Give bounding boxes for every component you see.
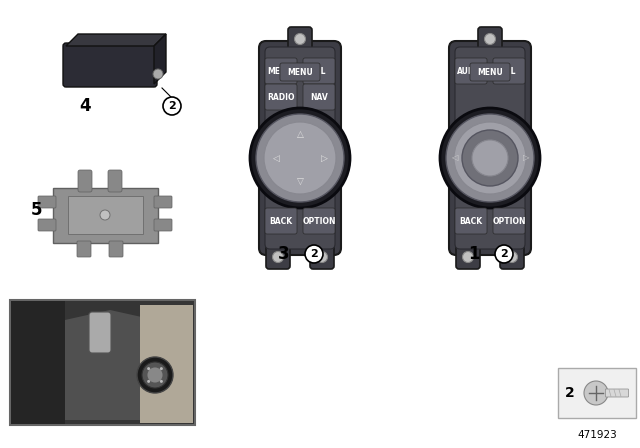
FancyBboxPatch shape [10,300,195,425]
Circle shape [100,210,110,220]
FancyBboxPatch shape [266,245,290,269]
FancyBboxPatch shape [303,58,335,84]
Circle shape [446,114,534,202]
Circle shape [256,114,344,202]
Circle shape [163,97,181,115]
Text: △: △ [296,129,303,138]
FancyBboxPatch shape [456,245,480,269]
FancyBboxPatch shape [493,58,525,84]
Text: 3: 3 [278,245,290,263]
Text: MEDIA: MEDIA [267,66,295,76]
Circle shape [305,245,323,263]
FancyBboxPatch shape [265,47,335,249]
FancyBboxPatch shape [265,208,297,234]
Text: ◁: ◁ [451,154,457,163]
Circle shape [472,140,508,176]
Text: 2: 2 [310,249,318,259]
Circle shape [484,34,495,44]
FancyBboxPatch shape [259,41,341,255]
Circle shape [142,362,168,388]
FancyBboxPatch shape [68,196,143,234]
FancyBboxPatch shape [38,196,56,208]
FancyBboxPatch shape [11,301,194,424]
Circle shape [273,251,284,263]
FancyBboxPatch shape [470,63,510,81]
FancyBboxPatch shape [449,41,531,255]
Polygon shape [66,34,166,46]
FancyBboxPatch shape [265,58,297,84]
FancyBboxPatch shape [108,170,122,192]
Polygon shape [11,301,65,424]
Text: NAV: NAV [310,92,328,102]
Polygon shape [154,34,166,84]
Text: MENU: MENU [287,68,313,77]
FancyBboxPatch shape [265,84,297,110]
Text: OPTION: OPTION [492,216,525,225]
Circle shape [454,122,526,194]
FancyBboxPatch shape [53,188,158,243]
FancyBboxPatch shape [77,241,91,257]
Text: 471923: 471923 [577,430,617,440]
Circle shape [160,380,163,383]
Text: ▽: ▽ [296,177,303,186]
Text: OPTION: OPTION [302,216,336,225]
Text: ◁: ◁ [273,154,280,163]
Circle shape [495,245,513,263]
FancyBboxPatch shape [89,312,111,353]
Circle shape [147,380,150,383]
Circle shape [462,130,518,186]
Circle shape [147,367,163,383]
Circle shape [160,367,163,370]
FancyBboxPatch shape [109,241,123,257]
Circle shape [137,357,173,393]
Text: MENU: MENU [477,68,503,77]
FancyBboxPatch shape [493,208,525,234]
FancyBboxPatch shape [455,208,487,234]
Polygon shape [140,305,193,423]
Circle shape [584,381,608,405]
FancyBboxPatch shape [280,63,320,81]
Circle shape [317,251,328,263]
Circle shape [264,122,336,194]
FancyBboxPatch shape [303,84,335,110]
Text: TEL: TEL [311,66,327,76]
Text: 2: 2 [500,249,508,259]
Circle shape [153,69,163,79]
Text: BACK: BACK [269,216,292,225]
FancyBboxPatch shape [558,368,636,418]
FancyBboxPatch shape [63,43,157,87]
FancyBboxPatch shape [455,47,525,249]
Text: BACK: BACK [460,216,483,225]
FancyBboxPatch shape [310,245,334,269]
FancyBboxPatch shape [303,208,335,234]
Text: 5: 5 [31,201,43,219]
Text: RADIO: RADIO [268,92,295,102]
Text: TEL: TEL [501,66,516,76]
Circle shape [506,251,518,263]
Circle shape [463,251,474,263]
Text: 2: 2 [168,101,176,111]
Circle shape [250,108,350,208]
Circle shape [440,108,540,208]
FancyBboxPatch shape [154,196,172,208]
Text: ▷: ▷ [523,154,529,163]
FancyBboxPatch shape [38,219,56,231]
Text: 1: 1 [468,245,480,263]
Text: AUDIO: AUDIO [457,66,485,76]
FancyBboxPatch shape [154,219,172,231]
FancyBboxPatch shape [605,389,628,397]
Circle shape [294,34,305,44]
FancyBboxPatch shape [455,58,487,84]
Circle shape [147,367,150,370]
FancyBboxPatch shape [288,27,312,51]
FancyBboxPatch shape [500,245,524,269]
FancyBboxPatch shape [478,27,502,51]
Text: 4: 4 [79,97,91,115]
Text: ▷: ▷ [321,154,328,163]
Text: 2: 2 [565,386,575,400]
FancyBboxPatch shape [78,170,92,192]
Polygon shape [60,310,165,420]
